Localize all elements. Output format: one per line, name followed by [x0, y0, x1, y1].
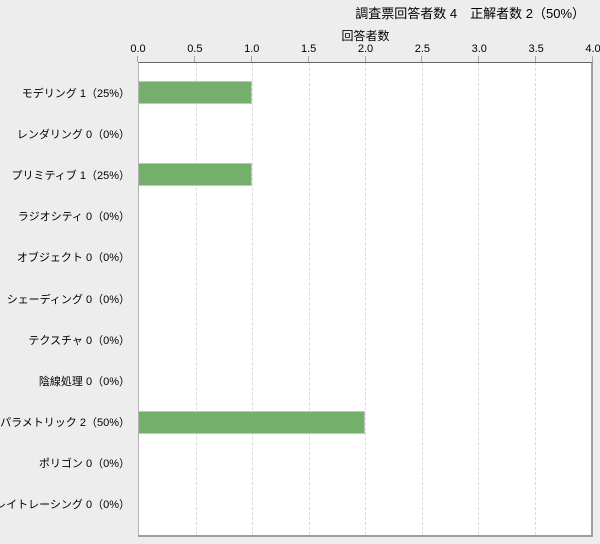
- bar: [139, 81, 252, 105]
- category-label: ラジオシティ 0（0%）: [17, 211, 130, 224]
- bar-row: [139, 72, 591, 113]
- gridline: [308, 63, 310, 535]
- gridline: [421, 63, 423, 535]
- gridline: [365, 63, 366, 535]
- x-tick-mark: [193, 56, 195, 62]
- plot-area: [138, 62, 593, 537]
- x-tick-mark: [478, 56, 480, 62]
- category-label: 陰線処理 0（0%）: [38, 375, 130, 388]
- category-label: レイトレーシング 0（0%）: [0, 499, 130, 512]
- x-tick-mark: [592, 56, 593, 62]
- bar-row: [139, 237, 591, 278]
- category-label-column: モデリング 1（25%） レンダリング 0（0%） プリミティブ 1（25%） ラジオ…: [0, 62, 138, 537]
- x-tick-mark: [364, 56, 366, 62]
- x-tick-label: 2.0: [357, 43, 374, 55]
- gridline: [534, 63, 536, 535]
- category-label: パラメトリック 2（50%）: [0, 417, 130, 430]
- category-label: モデリング 1（25%）: [21, 87, 130, 100]
- x-tick-mark: [137, 56, 138, 62]
- category-label: テクスチャ 0（0%）: [28, 334, 130, 347]
- chart-title: 調査票回答者数 4 正解者数 2（50%）: [355, 6, 585, 21]
- bar-row: [139, 278, 591, 319]
- x-tick-mark: [421, 56, 423, 62]
- x-tick-mark: [250, 56, 252, 62]
- chart-body: モデリング 1（25%） レンダリング 0（0%） プリミティブ 1（25%） ラジオ…: [0, 62, 593, 537]
- category-label: プリミティブ 1（25%）: [11, 169, 130, 182]
- x-tick-label: 4.0: [585, 43, 600, 55]
- x-tick-label: 0.0: [130, 43, 146, 55]
- x-tick-label: 3.5: [528, 43, 544, 55]
- x-tick-label: 1.0: [244, 43, 260, 55]
- bar-row: [139, 484, 591, 525]
- x-tick-mark: [535, 56, 537, 62]
- bar-row: [139, 319, 591, 360]
- x-tick-label: 1.5: [300, 43, 317, 55]
- bar-row: [139, 196, 591, 237]
- gridline: [195, 63, 197, 535]
- x-tick-label: 0.5: [187, 43, 203, 55]
- gridline: [478, 63, 479, 535]
- bar-rows: [139, 63, 591, 535]
- x-axis-tick-labels: 0.0 0.5 1.0 1.5 2.0 2.5 3.0 3.5 4.0: [130, 43, 600, 56]
- gridlines: [139, 63, 591, 535]
- bar-row: [139, 443, 591, 484]
- x-axis-tick-marks: [137, 56, 593, 62]
- x-tick-mark: [307, 56, 309, 62]
- bar-row: [139, 113, 591, 154]
- bar: [139, 410, 365, 434]
- category-label: シェーディング 0（0%）: [6, 293, 130, 306]
- bar-row: [139, 154, 591, 195]
- bar-row: [139, 360, 591, 401]
- bar-row: [139, 402, 591, 443]
- category-label: ポリゴン 0（0%）: [38, 458, 130, 471]
- x-tick-label: 2.5: [414, 43, 431, 55]
- gridline: [252, 63, 253, 535]
- bar: [139, 163, 252, 187]
- x-axis-title: 回答者数: [341, 29, 390, 43]
- category-label: オブジェクト 0（0%）: [16, 252, 130, 265]
- category-label: レンダリング 0（0%）: [16, 128, 130, 141]
- x-tick-label: 3.0: [471, 43, 487, 55]
